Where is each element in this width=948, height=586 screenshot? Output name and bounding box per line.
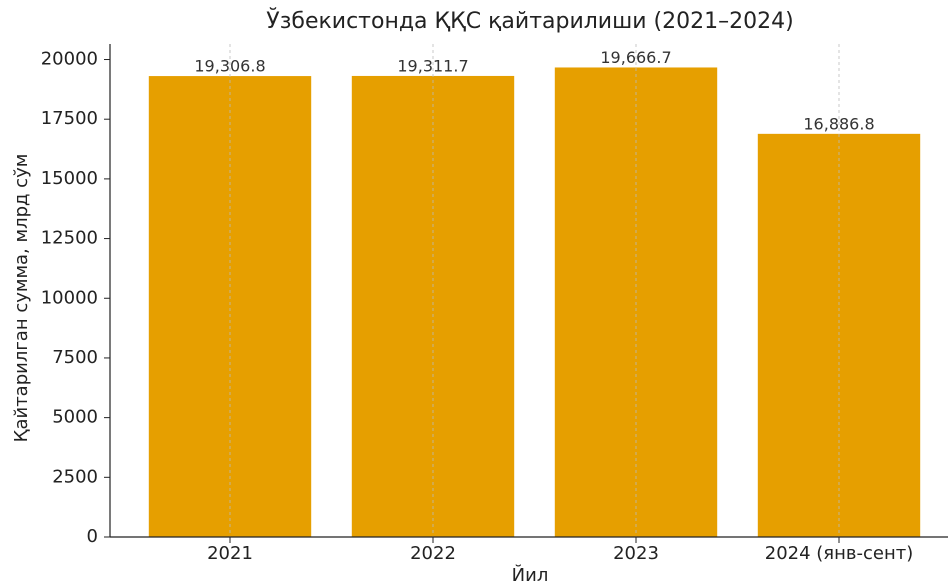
value-label: 19,306.8 (194, 57, 265, 76)
y-tick-label: 7500 (52, 347, 98, 368)
x-tick-label: 2023 (613, 543, 659, 564)
value-label: 19,666.7 (600, 48, 671, 67)
value-label: 16,886.8 (803, 114, 874, 133)
x-tick-label: 2022 (410, 543, 456, 564)
bar (148, 76, 312, 537)
y-tick-label: 15000 (41, 168, 98, 189)
y-tick-label: 20000 (41, 49, 98, 70)
value-label: 19,311.7 (397, 56, 468, 75)
y-tick-label: 2500 (52, 466, 98, 487)
x-tick-label: 2021 (207, 543, 253, 564)
chart-title: Ўзбекистонда ҚҚС қайтарилиши (2021–2024) (266, 8, 793, 34)
x-axis-label: Йил (512, 564, 549, 586)
y-tick-label: 17500 (41, 108, 98, 129)
x-tick-label: 2024 (янв-сент) (765, 543, 914, 564)
bar (351, 75, 515, 538)
y-tick-label: 0 (87, 526, 98, 547)
y-tick-label: 12500 (41, 228, 98, 249)
y-axis-label: Қайтарилган сумма, млрд сўм (11, 154, 32, 443)
y-tick-label: 10000 (41, 287, 98, 308)
y-tick-label: 5000 (52, 407, 98, 428)
